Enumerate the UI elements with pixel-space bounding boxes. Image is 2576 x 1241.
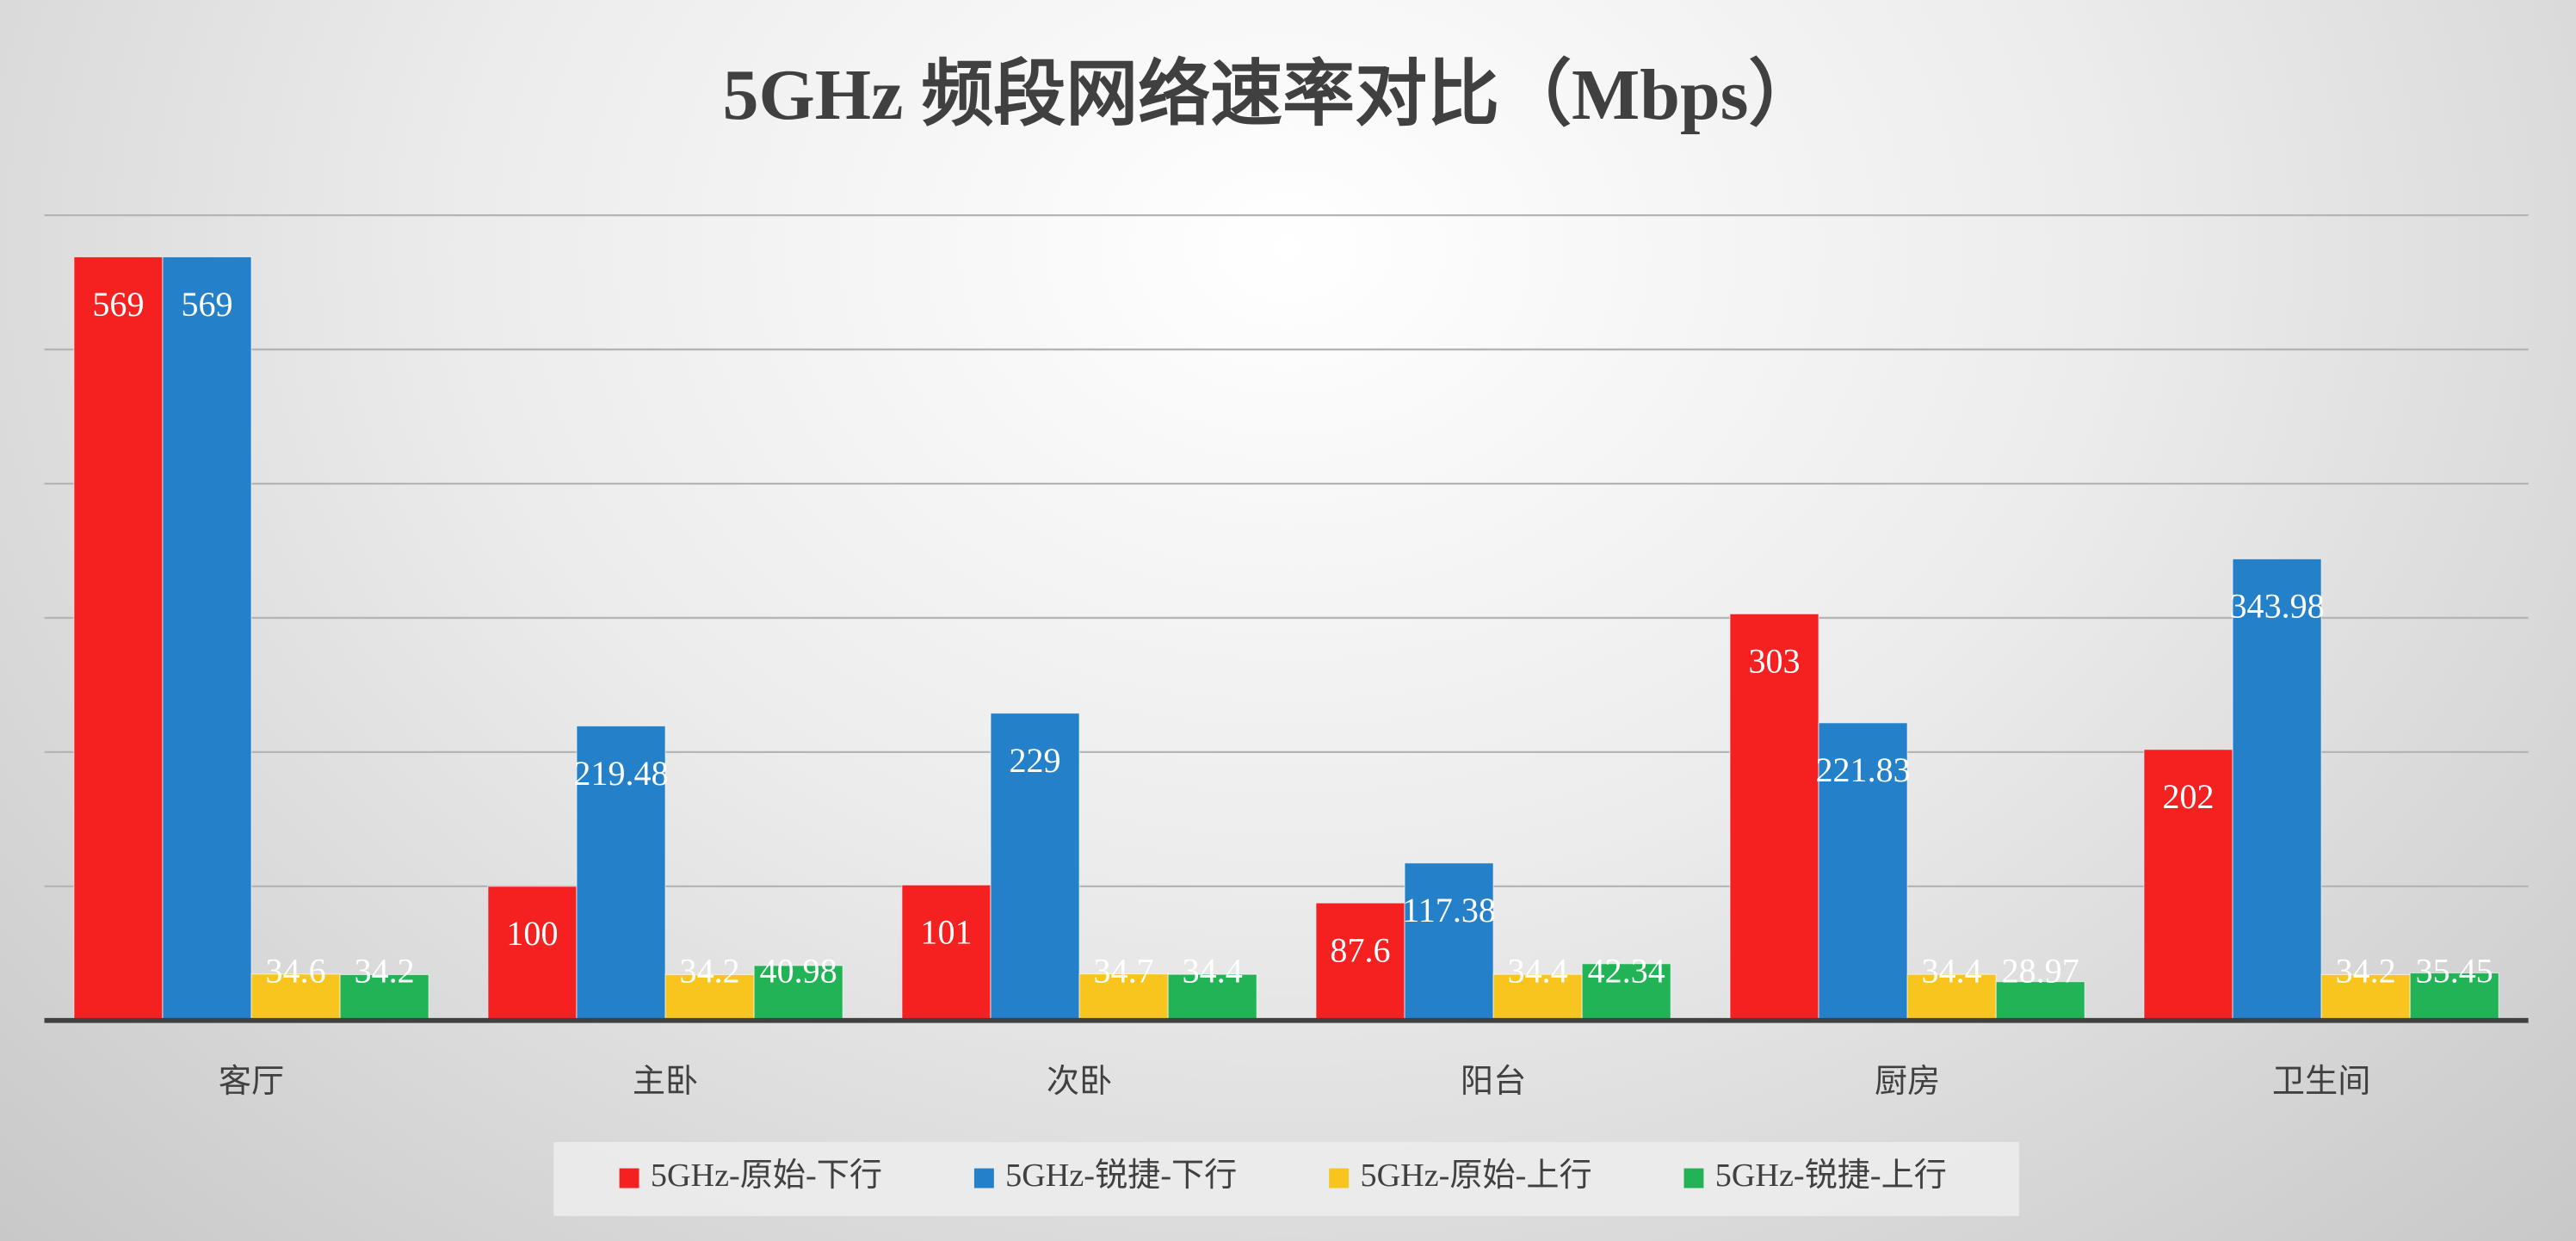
data-label: 219.48: [573, 754, 668, 793]
data-label: 229: [1009, 741, 1060, 780]
x-tick-label: 卫生间: [2272, 1064, 2370, 1100]
bar: [2143, 749, 2233, 1022]
legend-label: 5GHz-锐捷-下行: [1005, 1157, 1237, 1194]
bar: [753, 965, 843, 1022]
bar: [990, 713, 1080, 1022]
data-label: 34.2: [2336, 952, 2396, 991]
data-label: 202: [2162, 777, 2214, 816]
x-tick-label: 客厅: [219, 1063, 284, 1100]
legend-swatch: [619, 1168, 639, 1189]
legend-swatch: [1683, 1168, 1704, 1189]
x-tick-label: 厨房: [1875, 1064, 1940, 1100]
x-tick-label: 次卧: [1047, 1064, 1112, 1100]
bar: [339, 973, 429, 1022]
data-label: 28.97: [2002, 952, 2079, 991]
bar: [487, 886, 578, 1022]
bar: [2409, 972, 2499, 1022]
bar: [1581, 963, 1671, 1022]
data-label: 35.45: [2416, 952, 2493, 991]
legend-label: 5GHz-锐捷-上行: [1715, 1157, 1947, 1194]
data-label: 34.4: [1508, 952, 1568, 991]
data-label: 34.7: [1094, 952, 1154, 991]
bar: [1906, 973, 1997, 1022]
bar: [1404, 862, 1494, 1022]
legend-swatch: [1329, 1168, 1350, 1189]
bar: [1729, 613, 1819, 1022]
data-label: 34.2: [680, 952, 740, 991]
legend-label: 5GHz-原始-上行: [1360, 1157, 1591, 1194]
bar: [1167, 973, 1257, 1022]
data-label: 34.4: [1183, 952, 1243, 991]
legend-label: 5GHz-原始-下行: [651, 1157, 882, 1194]
data-label: 569: [92, 285, 144, 324]
bar: [1315, 902, 1405, 1022]
x-tick-label: 阳台: [1461, 1063, 1526, 1100]
data-label: 117.38: [1402, 891, 1496, 929]
bar: [1995, 981, 2085, 1022]
bar: [73, 256, 164, 1022]
bar: [162, 256, 252, 1022]
data-label: 34.6: [266, 952, 326, 991]
data-label: 303: [1748, 642, 1800, 681]
data-label: 100: [506, 914, 558, 953]
data-label: 42.34: [1588, 952, 1665, 991]
legend-box: [553, 1142, 2019, 1216]
x-tick-label: 主卧: [633, 1064, 698, 1100]
data-label: 343.98: [2229, 587, 2324, 626]
data-label: 40.98: [760, 952, 837, 991]
data-label: 101: [920, 913, 972, 952]
chart-title: 5GHz 频段网络速率对比（Mbps）: [722, 55, 1820, 135]
bar: [1078, 973, 1169, 1022]
bar: [664, 973, 755, 1022]
bar: [1818, 722, 1908, 1022]
bar: [901, 884, 991, 1022]
bar: [1492, 973, 1583, 1022]
data-label: 34.4: [1922, 952, 1982, 991]
data-label: 221.83: [1815, 750, 1910, 789]
bar: [2232, 558, 2322, 1022]
legend-swatch: [973, 1168, 994, 1189]
data-label: 34.2: [355, 952, 415, 991]
data-label: 87.6: [1330, 931, 1390, 970]
data-label: 569: [181, 285, 232, 324]
